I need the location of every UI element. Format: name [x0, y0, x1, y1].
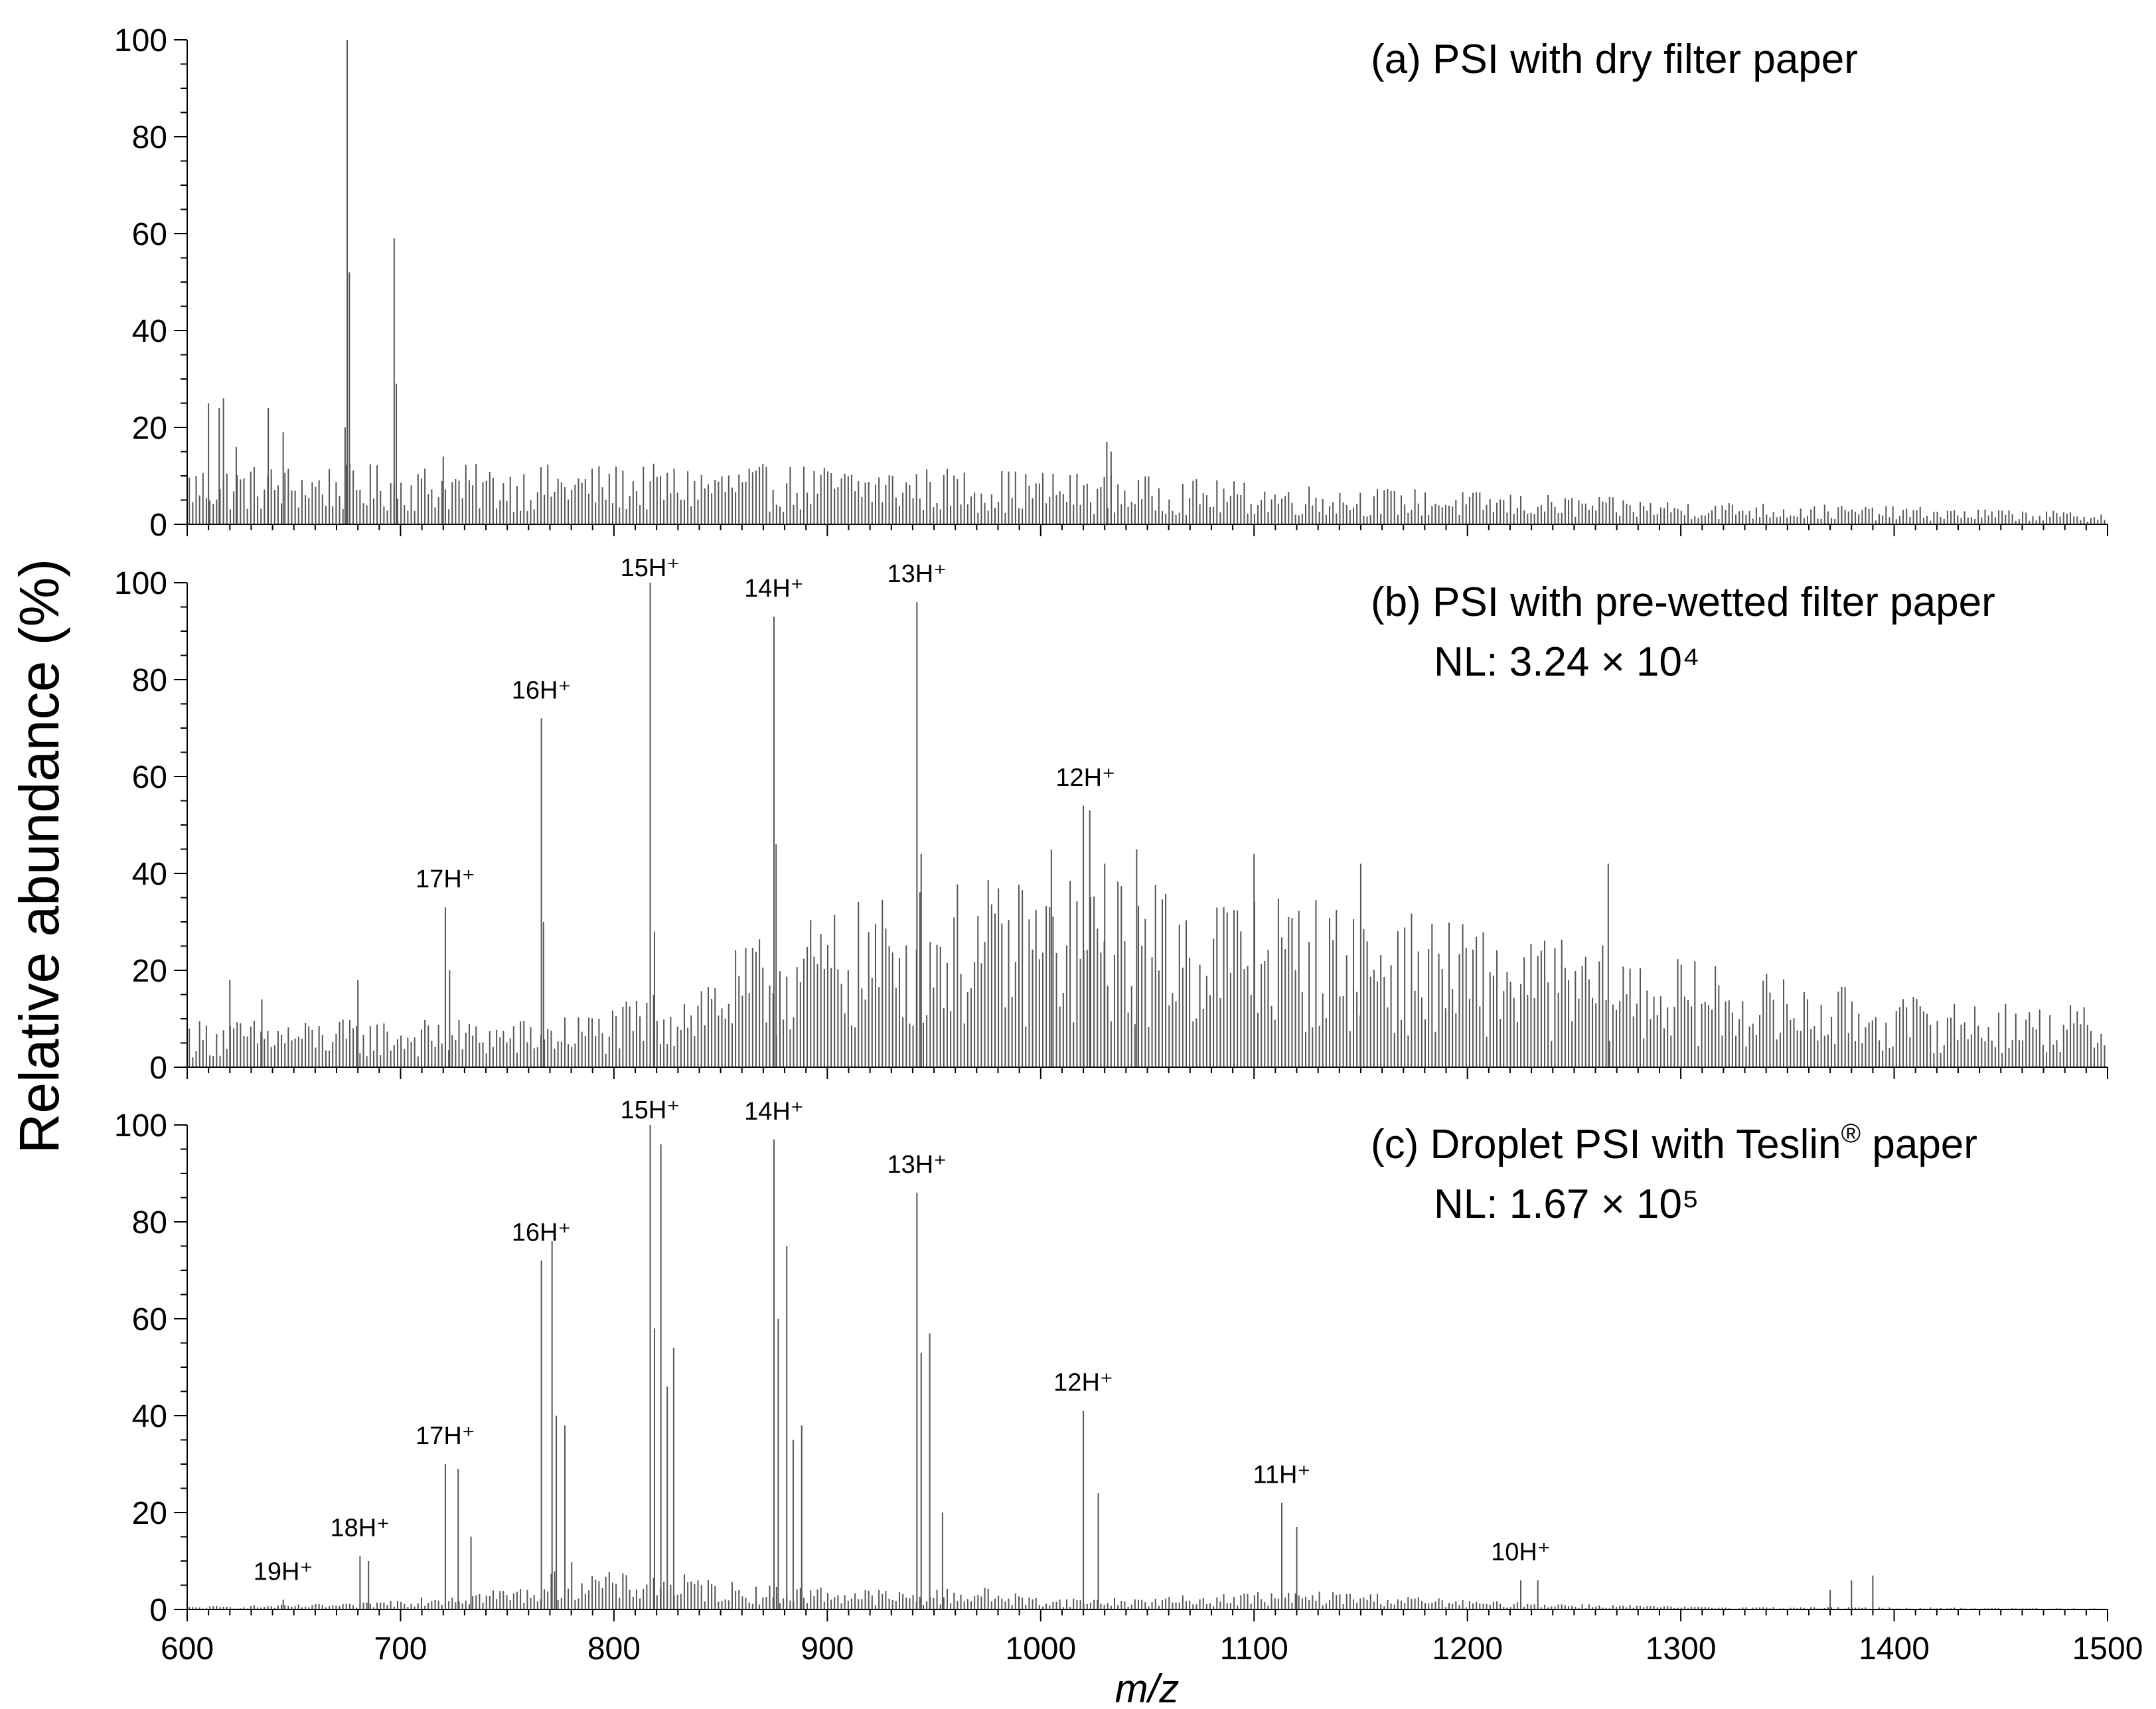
charge-state-label: 13H⁺ — [887, 560, 947, 588]
noise-peaks — [189, 1562, 2096, 1609]
y-tick-label: 0 — [149, 1593, 167, 1628]
y-tick-label: 100 — [114, 23, 167, 58]
x-tick-label: 900 — [801, 1631, 854, 1667]
charge-state-label: 17H⁺ — [416, 865, 475, 893]
x-tick-label: 600 — [161, 1631, 214, 1667]
panel-subtitle: NL: 1.67 × 10⁵ — [1434, 1181, 1699, 1227]
x-tick-label: 1300 — [1646, 1631, 1717, 1667]
charge-state-label: 17H⁺ — [416, 1422, 475, 1450]
y-tick-label: 60 — [132, 760, 167, 795]
charge-state-label: 10H⁺ — [1491, 1538, 1551, 1566]
panel-title: (a) PSI with dry filter paper — [1371, 37, 1858, 82]
spectrum-panel-2: 0 20 40 60 80 100 (b) PSI with pre-wetted filt… — [114, 554, 2108, 1086]
y-tick-label: 80 — [132, 1205, 167, 1240]
y-tick-label: 100 — [114, 1108, 167, 1144]
charge-state-label: 14H⁺ — [744, 1098, 804, 1126]
charge-state-label: 12H⁺ — [1053, 1369, 1113, 1397]
charge-state-label: 15H⁺ — [621, 554, 680, 582]
charge-state-label: 18H⁺ — [330, 1515, 390, 1542]
panel-title: (c) Droplet PSI with Teslin® paper — [1371, 1119, 1977, 1167]
x-axis-label: m/z — [1115, 1667, 1180, 1709]
y-tick-label: 20 — [132, 954, 167, 989]
x-tick-label: 1500 — [2072, 1631, 2143, 1667]
y-tick-label: 80 — [132, 120, 167, 155]
panel-title: (b) PSI with pre-wetted filter paper — [1371, 579, 1995, 625]
y-tick-label: 60 — [132, 217, 167, 252]
noise-peaks — [189, 880, 2106, 1067]
charge-state-label: 16H⁺ — [512, 676, 572, 704]
y-tick-label: 60 — [132, 1302, 167, 1337]
x-tick-label: 1100 — [1220, 1631, 1288, 1667]
charge-state-label: 14H⁺ — [744, 575, 804, 603]
y-tick-label: 0 — [149, 508, 167, 543]
x-tick-label: 1200 — [1432, 1631, 1503, 1667]
y-tick-label: 80 — [132, 663, 167, 698]
y-tick-label: 0 — [149, 1051, 167, 1086]
charge-state-label: 16H⁺ — [512, 1219, 572, 1246]
y-axis-label: Relative abundance (%) — [8, 559, 70, 1154]
noise-peaks — [189, 463, 2106, 524]
panel-subtitle: NL: 3.24 × 10⁴ — [1434, 639, 1700, 685]
y-tick-label: 100 — [114, 566, 167, 601]
charge-state-label: 19H⁺ — [254, 1558, 313, 1586]
spectrum-panel-3: 0 20 40 60 80 100 600 700 800 900 1000 1100 1200 1300… — [114, 1096, 2143, 1667]
y-tick-label: 20 — [132, 411, 167, 446]
charge-state-label: 12H⁺ — [1055, 764, 1115, 792]
y-tick-label: 20 — [132, 1496, 167, 1531]
charge-state-label: 13H⁺ — [887, 1151, 947, 1179]
y-tick-label: 40 — [132, 857, 167, 892]
spectrum-panel-1: 0 20 40 60 80 100 (a) PSI with dry filter pape… — [114, 23, 2108, 543]
x-tick-label: 700 — [374, 1631, 427, 1667]
x-tick-label: 800 — [587, 1631, 641, 1667]
x-tick-label: 1000 — [1005, 1631, 1076, 1667]
charge-state-label: 11H⁺ — [1253, 1461, 1311, 1489]
y-tick-label: 40 — [132, 1399, 167, 1434]
x-tick-label: 1400 — [1859, 1631, 1930, 1667]
y-tick-label: 40 — [132, 314, 167, 349]
spectrum-panels: 0 20 40 60 80 100 (a) PSI with dry filter pape… — [114, 23, 2143, 1667]
charge-state-label: 15H⁺ — [621, 1096, 680, 1124]
